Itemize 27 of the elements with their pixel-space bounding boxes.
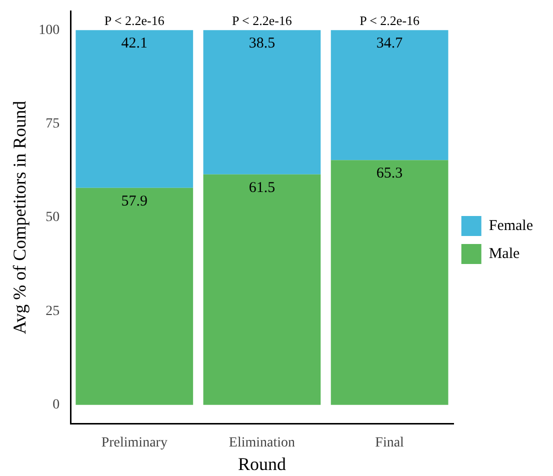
bar xyxy=(76,30,194,188)
annotation: P < 2.2e-16 xyxy=(104,13,165,28)
legend-label: Female xyxy=(488,218,534,234)
bar xyxy=(330,30,448,160)
y-axis-title: Avg % of Competitors in Round xyxy=(10,100,30,334)
bar xyxy=(203,30,321,174)
bar xyxy=(330,160,448,405)
legend-label: Male xyxy=(488,246,520,262)
y-tick-label: 25 xyxy=(46,304,60,319)
data-label: 65.3 xyxy=(376,166,403,182)
data-label: 61.5 xyxy=(248,180,276,196)
y-tick-label: 75 xyxy=(46,116,60,132)
x-tick-label: Final xyxy=(375,436,404,451)
data-label: 38.5 xyxy=(248,36,276,52)
data-label: 34.7 xyxy=(376,36,404,52)
data-label: 57.9 xyxy=(121,193,148,210)
data-label: 42.1 xyxy=(121,36,148,52)
y-tick-label: 0 xyxy=(52,398,60,413)
annotation: P < 2.2e-16 xyxy=(232,13,292,28)
y-tick-label: 50 xyxy=(46,210,60,226)
x-axis-title: Round xyxy=(238,454,286,474)
annotation: P < 2.2e-16 xyxy=(360,13,420,28)
bar xyxy=(76,188,194,405)
y-tick-label: 100 xyxy=(38,22,60,38)
x-tick-label: Preliminary xyxy=(101,436,168,451)
x-tick-label: Elimination xyxy=(228,436,296,451)
bar xyxy=(203,174,321,405)
